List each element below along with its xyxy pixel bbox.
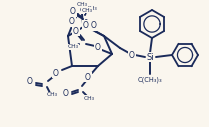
Text: O: O	[70, 7, 76, 17]
Text: O: O	[73, 27, 79, 36]
Text: OCH₃: OCH₃	[82, 6, 98, 12]
Text: CH₃: CH₃	[84, 96, 94, 100]
Text: CH₃: CH₃	[46, 92, 57, 98]
Text: CH₃: CH₃	[76, 2, 88, 6]
Text: O: O	[129, 51, 135, 60]
Text: O: O	[83, 20, 89, 29]
Text: C(CH₃)₃: C(CH₃)₃	[138, 77, 162, 83]
Text: O: O	[69, 18, 75, 27]
Text: O: O	[91, 21, 97, 30]
Text: CH₃: CH₃	[82, 7, 93, 12]
Text: Si: Si	[146, 52, 154, 61]
Text: O: O	[53, 68, 59, 77]
Text: O: O	[27, 77, 33, 86]
Text: O: O	[63, 89, 69, 98]
Text: CH₃: CH₃	[68, 44, 79, 50]
Text: O: O	[85, 73, 91, 82]
Text: O: O	[79, 7, 85, 13]
Text: O: O	[95, 43, 101, 52]
